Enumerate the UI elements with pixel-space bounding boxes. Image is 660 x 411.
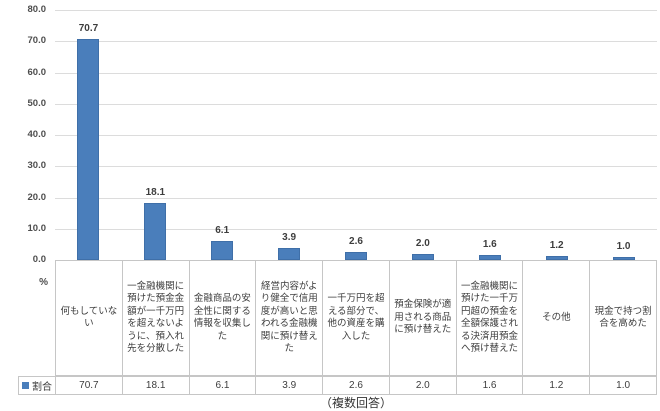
y-tick-label: 50.0 xyxy=(27,97,47,109)
category-cell: 経営内容がより健全で信用度が高いと思われる金融機関に預け替えた xyxy=(255,261,322,375)
y-tick-label: 10.0 xyxy=(27,222,47,234)
category-cell: 一金融機関に預けた預金金額が一千万円を超えないように、預入れ先を分散した xyxy=(121,261,189,375)
plot-area: 70.7 18.1 6.1 3.9 2.6 2.0 1.6 1.2 1.0 xyxy=(55,10,657,261)
legend-row-header: 割合 xyxy=(18,376,55,395)
category-cell: 何もしていない xyxy=(55,261,122,375)
gridline xyxy=(55,166,657,168)
y-tick-label: 20.0 xyxy=(27,191,47,203)
category-cell: 現金で持つ割合を高めた xyxy=(589,261,656,375)
footnote: （複数回答） xyxy=(319,396,392,410)
legend-series-label: 割合 xyxy=(32,382,52,393)
bar xyxy=(211,240,234,260)
gridline xyxy=(55,103,657,105)
category-cell: 一千万円を超える部分で、他の資産を購入した xyxy=(322,261,389,375)
data-table-values-row: 70.7 18.1 6.1 3.9 2.6 2.0 1.6 1.2 1.0 xyxy=(55,376,657,395)
value-cell: 3.9 xyxy=(255,377,322,394)
gridline xyxy=(55,72,657,74)
bar-value-label: 2.6 xyxy=(349,235,363,247)
value-cell: 2.6 xyxy=(322,377,389,394)
y-axis-unit-label: % xyxy=(39,277,48,288)
bar xyxy=(411,253,434,260)
gridline xyxy=(55,135,657,136)
bar-value-label: 6.1 xyxy=(215,224,230,236)
category-cell: 一金融機関に預けた一千万円超の預金を全額保護される決済用預金へ預け替えた xyxy=(455,261,523,375)
value-cell: 2.0 xyxy=(388,377,456,394)
category-cell: その他 xyxy=(522,261,589,375)
bar xyxy=(612,256,635,260)
legend-swatch-icon xyxy=(22,382,29,389)
gridline xyxy=(55,197,657,199)
category-cell: 預金保険が適用される商品に預け替えた xyxy=(388,261,456,375)
bar-value-label: 1.2 xyxy=(549,240,564,252)
y-tick-label: 60.0 xyxy=(27,66,47,78)
y-tick-label: 40.0 xyxy=(27,129,47,140)
bar xyxy=(278,247,301,260)
value-cell: 18.1 xyxy=(121,377,189,394)
bar xyxy=(144,203,167,260)
gridline xyxy=(55,228,657,230)
y-tick-label: 0.0 xyxy=(32,254,46,265)
bar-value-label: 70.7 xyxy=(78,23,99,35)
bar xyxy=(345,251,367,260)
bar-value-label: 2.0 xyxy=(415,237,430,249)
bar-value-label: 1.6 xyxy=(482,239,497,250)
bar xyxy=(77,39,100,260)
y-tick-label: 30.0 xyxy=(27,160,47,172)
bar-value-label: 18.1 xyxy=(145,187,166,199)
bar xyxy=(478,255,501,260)
category-label-row: 何もしていない 一金融機関に預けた預金金額が一千万円を超えないように、預入れ先を分… xyxy=(55,260,657,376)
value-cell: 1.2 xyxy=(522,377,589,394)
value-cell: 70.7 xyxy=(55,377,122,394)
category-cell: 金融商品の安全性に関する情報を収集した xyxy=(188,261,256,375)
gridline xyxy=(55,10,657,11)
value-cell: 1.6 xyxy=(455,377,523,394)
bar-value-label: 3.9 xyxy=(282,231,297,243)
bar-value-label: 1.0 xyxy=(616,240,631,252)
value-cell: 6.1 xyxy=(188,377,256,394)
y-tick-label: 80.0 xyxy=(27,4,47,15)
value-cell: 1.0 xyxy=(589,377,656,394)
y-tick-label: 70.0 xyxy=(27,35,47,47)
gridline xyxy=(55,41,657,43)
bar xyxy=(545,256,568,260)
